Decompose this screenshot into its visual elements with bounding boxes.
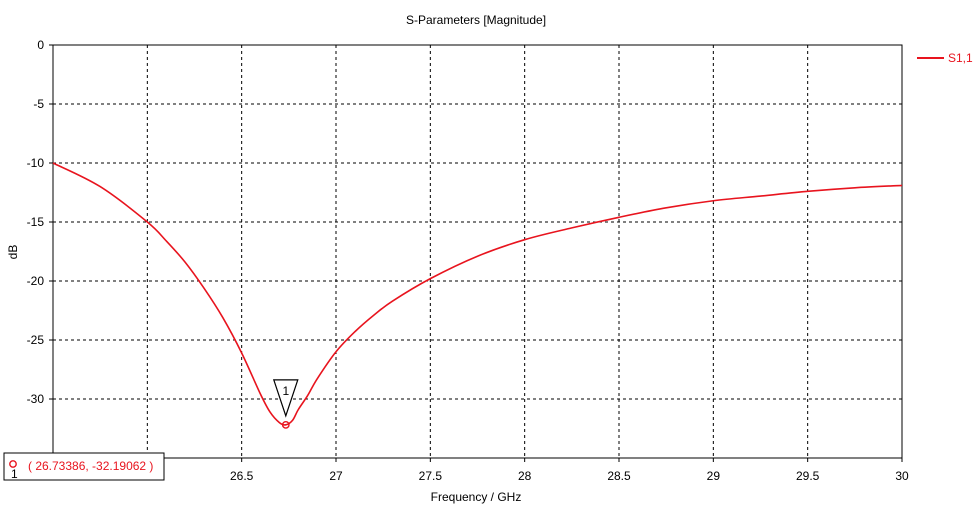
y-tick-label: -20 <box>27 274 45 288</box>
series-line-s11 <box>52 162 903 426</box>
series-layer <box>52 162 903 426</box>
readout-marker-id: 1 <box>11 467 18 481</box>
readout-coordinates: ( 26.73386, -32.19062 ) <box>28 459 153 473</box>
plot-area <box>52 44 903 459</box>
x-tick-label: 28 <box>518 469 532 483</box>
marker-flag-icon[interactable] <box>272 379 299 418</box>
y-tick-label: -15 <box>27 215 45 229</box>
legend-label-s11: S1,1 <box>948 51 973 65</box>
marker-point[interactable] <box>281 420 290 429</box>
x-tick-label: 26.5 <box>230 469 254 483</box>
x-tick-label: 28.5 <box>607 469 631 483</box>
marker-readout[interactable]: 1 ( 26.73386, -32.19062 ) <box>3 452 165 481</box>
marker-layer: 1 <box>272 379 299 429</box>
marker-flag-label: 1 <box>282 384 289 398</box>
x-tick-label: 27.5 <box>419 469 443 483</box>
grid <box>53 45 902 458</box>
y-tick-label: -25 <box>27 333 45 347</box>
y-axis-label: dB <box>6 245 20 260</box>
y-tick-label: 0 <box>37 38 44 52</box>
y-tick-label: -10 <box>27 156 45 170</box>
y-tick-label: -5 <box>33 97 44 111</box>
x-tick-label: 27 <box>329 469 343 483</box>
x-tick-label: 29.5 <box>796 469 820 483</box>
y-axis: 0 -5 -10 -15 -20 -25 -30 <box>27 38 53 406</box>
chart-title: S-Parameters [Magnitude] <box>406 13 546 27</box>
marker-circle-icon <box>9 460 17 468</box>
x-axis-label: Frequency / GHz <box>431 490 522 504</box>
legend[interactable]: S1,1 <box>917 51 973 65</box>
x-tick-label: 29 <box>707 469 721 483</box>
y-tick-label: -30 <box>27 392 45 406</box>
x-tick-label: 30 <box>895 469 909 483</box>
